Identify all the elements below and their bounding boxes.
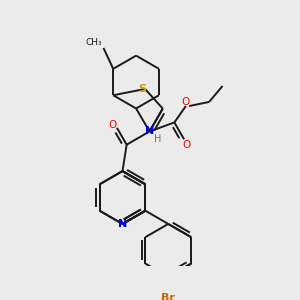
Text: H: H — [154, 134, 161, 144]
Text: O: O — [109, 120, 117, 130]
Text: N: N — [145, 127, 154, 136]
Text: N: N — [118, 219, 127, 229]
Text: S: S — [138, 84, 146, 94]
Text: O: O — [183, 140, 191, 150]
Text: Br: Br — [161, 292, 175, 300]
Text: CH₃: CH₃ — [85, 38, 102, 47]
Text: O: O — [182, 97, 190, 107]
